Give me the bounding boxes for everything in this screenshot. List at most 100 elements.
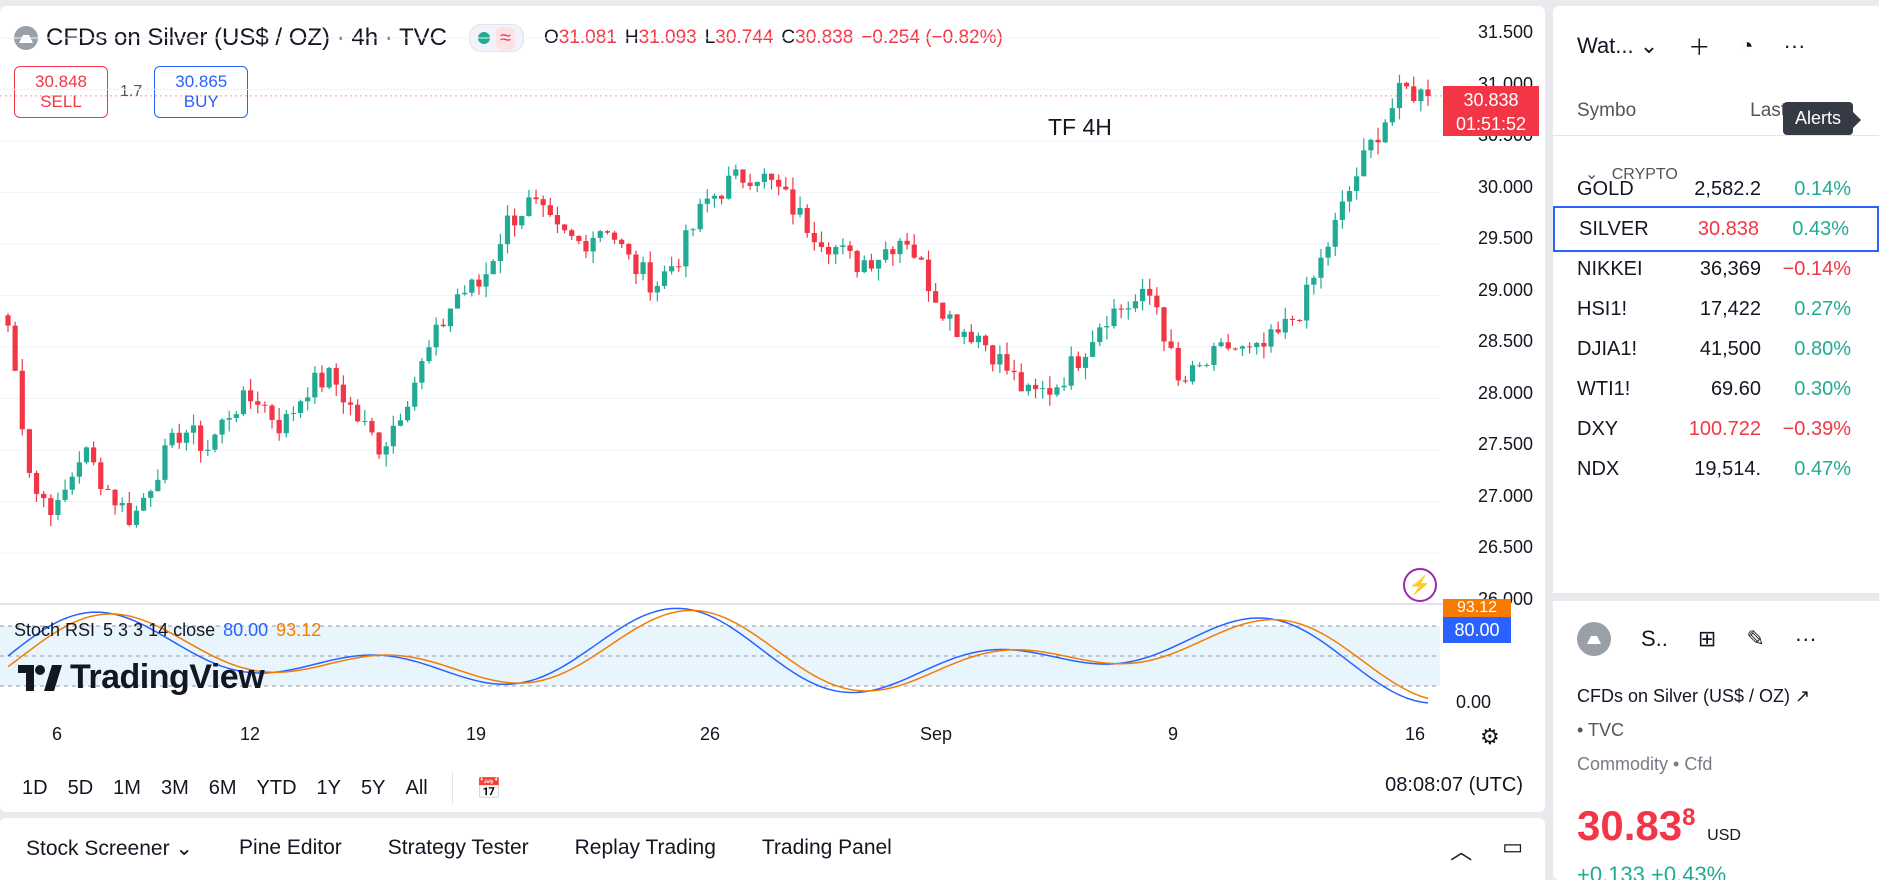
tf-1m[interactable]: 1M [113, 776, 141, 799]
candle-body [818, 242, 825, 247]
candlestick-chart[interactable] [0, 6, 1445, 766]
candle-body [904, 240, 910, 245]
tf-ytd[interactable]: YTD [256, 776, 297, 799]
last-price-tag: 30.838 01:51:52 [1443, 86, 1539, 136]
candle-body [1382, 122, 1388, 143]
panel-divider[interactable] [1553, 593, 1879, 601]
watchlist-row[interactable]: NIKKEI 36,369 −0.14% [1553, 246, 1879, 292]
candle-body [269, 405, 275, 420]
candle-body [925, 259, 932, 292]
time-tick: Sep [920, 724, 953, 744]
candle-body [797, 208, 803, 215]
more-icon[interactable]: ··· [1783, 33, 1806, 58]
details-symbol[interactable]: S.. [1641, 626, 1668, 651]
candle-body [1097, 327, 1103, 343]
watchlist-row[interactable]: DXY 100.722 −0.39% [1553, 406, 1879, 452]
stoch-rsi-legend[interactable]: Stoch RSI 5 3 3 14 close 80.00 93.12 [14, 620, 322, 640]
more-icon[interactable]: ··· [1794, 626, 1817, 651]
tf-3m[interactable]: 3M [160, 776, 189, 799]
settings-gear-icon[interactable]: ⚙ [1480, 724, 1500, 749]
tf-all[interactable]: All [405, 776, 428, 799]
tradingview-logo[interactable]: TradingView [18, 658, 265, 697]
candle-body [590, 237, 596, 252]
candle-body [1332, 219, 1338, 247]
sell-button[interactable]: 30.848 SELL [14, 66, 108, 118]
candle-body [1268, 329, 1274, 347]
candle-body [133, 510, 140, 525]
chart-annotation[interactable]: TF 4H [1048, 114, 1112, 140]
tf-1y[interactable]: 1Y [316, 776, 342, 799]
watchlist-row[interactable]: DJIA1! 41,500 0.80% [1553, 326, 1879, 372]
buy-button[interactable]: 30.865 BUY [154, 66, 249, 118]
candle-body [1375, 139, 1381, 143]
chart-pane[interactable]: CFDs on Silver (US$ / OZ) · 4h · TVC ≈ O… [0, 6, 1545, 812]
layout-grid-icon[interactable]: ⊞ [1697, 626, 1717, 651]
candle-body [626, 244, 632, 255]
candle-body [1068, 356, 1074, 386]
candle-body [583, 241, 589, 252]
details-name[interactable]: CFDs on Silver (US$ / OZ) ↗ [1577, 686, 1811, 706]
watchlist-row[interactable]: NDX 19,514. 0.47% [1553, 446, 1879, 492]
candle-body [1139, 288, 1146, 302]
tab-stock-screener[interactable]: Stock Screener ⌄ [26, 837, 194, 860]
tab-pine-editor[interactable]: Pine Editor [239, 836, 342, 859]
pie-chart-icon[interactable]: ◔ [1740, 33, 1754, 58]
edit-icon[interactable]: ✎ [1746, 626, 1765, 651]
col-last[interactable]: Last [1750, 100, 1787, 121]
watchlist-row[interactable]: SILVER 30.838 0.43% [1553, 206, 1879, 252]
candle-body [447, 308, 454, 327]
candle-body [718, 195, 725, 199]
add-symbol-icon[interactable]: ＋ [1688, 35, 1711, 60]
price-tick: 27.500 [1477, 434, 1533, 454]
group-crypto[interactable]: ⌄ CRYPTO [1585, 166, 1678, 183]
tf-5y[interactable]: 5Y [361, 776, 386, 799]
tf-6m[interactable]: 6M [208, 776, 237, 799]
watchlist-last: 36,369 [1699, 257, 1761, 280]
tf-5d[interactable]: 5D [67, 776, 94, 799]
watchlist-change: −0.39% [1782, 417, 1851, 440]
candle-body [462, 292, 468, 295]
candle-body [1225, 342, 1231, 349]
price-tick: 29.000 [1477, 279, 1533, 300]
price-tick: 29.500 [1477, 228, 1533, 248]
chevron-up-icon[interactable]: ︿ [1450, 839, 1473, 864]
time-tick: 19 [466, 724, 487, 744]
watchlist-row[interactable]: GOLD 2,582.2 0.14% [1553, 166, 1879, 212]
candle-body [512, 215, 518, 226]
candle-body [968, 331, 974, 343]
candle-body [547, 205, 553, 216]
watchlist-title[interactable]: Wat... ⌄ [1577, 33, 1659, 58]
candle-body [1368, 139, 1374, 151]
time-tick: 16 [1405, 724, 1426, 744]
time-tick: 9 [1168, 724, 1179, 744]
candle-body [740, 169, 746, 183]
watchlist-row[interactable]: WTI1! 69.60 0.30% [1553, 366, 1879, 412]
candle-body [312, 372, 318, 398]
watchlist-change: 0.47% [1794, 457, 1851, 480]
candle-body [1239, 346, 1246, 349]
pane-separator[interactable] [0, 603, 1445, 605]
candle-body [355, 404, 361, 422]
date-range-icon[interactable]: 📅 [476, 777, 502, 800]
tf-1d[interactable]: 1D [22, 776, 48, 799]
tab-trading-panel[interactable]: Trading Panel [761, 836, 892, 859]
candle-body [119, 502, 125, 506]
tab-replay-trading[interactable]: Replay Trading [574, 836, 716, 859]
watchlist-symbol: NDX [1577, 457, 1620, 480]
candle-body [497, 244, 503, 262]
watchlist-row[interactable]: HSI1! 17,422 0.27% [1553, 286, 1879, 332]
candle-body [597, 231, 603, 238]
external-link-icon[interactable]: ↗ [1795, 686, 1811, 706]
col-symbol[interactable]: Symbo [1577, 100, 1637, 121]
maximize-icon[interactable]: ▭ [1502, 834, 1523, 859]
flash-icon[interactable]: ⚡ [1403, 568, 1437, 602]
chevron-down-icon[interactable]: ⌄ [175, 837, 194, 860]
candle-body [240, 390, 247, 415]
candle-body [519, 215, 525, 226]
candle-body [911, 244, 917, 258]
candle-body [768, 173, 775, 180]
candle-body [1425, 89, 1431, 96]
candle-body [1411, 86, 1417, 102]
tab-strategy-tester[interactable]: Strategy Tester [387, 836, 529, 859]
utc-clock[interactable]: 08:08:07 (UTC) [1385, 774, 1523, 796]
